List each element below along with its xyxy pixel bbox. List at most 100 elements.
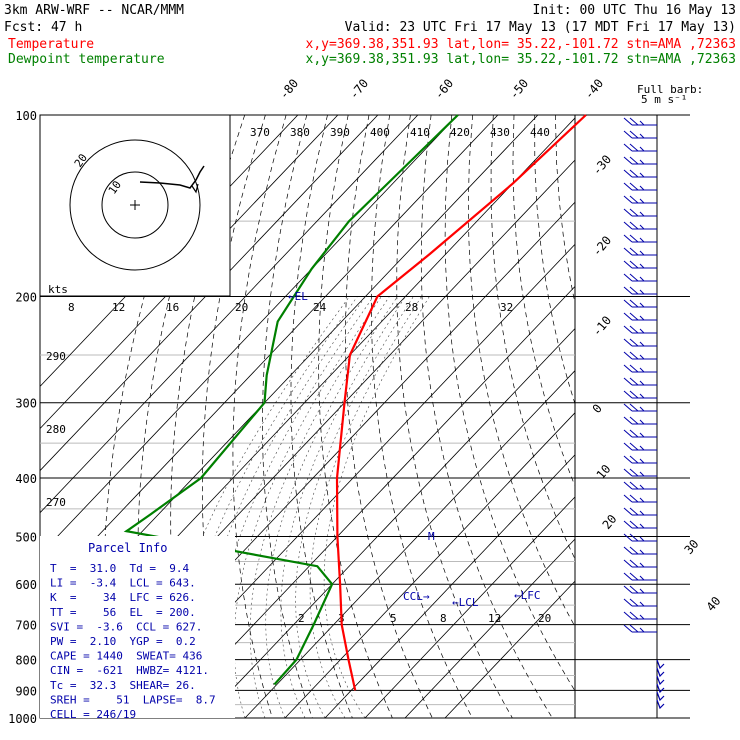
low-level-barb	[656, 699, 665, 710]
pressure-label-600: 600	[15, 578, 37, 592]
mixing-ratio-12: 12	[488, 612, 501, 625]
wind-barb	[623, 351, 657, 360]
pressure-label-1000: 1000	[8, 712, 37, 726]
wind-barb	[623, 234, 657, 243]
temp-tick--50: -50	[507, 76, 532, 102]
wind-barb	[623, 247, 657, 256]
wind-barb	[623, 143, 657, 152]
model-title: 3km ARW-WRF -- NCAR/MMM	[4, 3, 184, 18]
wind-barb	[623, 130, 657, 139]
temp-tick--30: -30	[590, 152, 615, 178]
low-level-barb	[656, 683, 665, 694]
parcel-row: CIN = -621 HWBZ= 4121.	[50, 664, 209, 677]
low-level-barb	[656, 691, 665, 702]
wind-barb	[623, 429, 657, 438]
m-annotation: M	[428, 530, 435, 543]
wind-barb	[623, 221, 657, 230]
hodo-ring-20-label: 20	[72, 151, 90, 169]
wind-barb	[623, 338, 657, 347]
wind-barb	[623, 585, 657, 594]
ccl-annotation: CCL→	[403, 590, 430, 603]
parcel-row: SREH = 51 LAPSE= 8.7	[50, 693, 216, 706]
init-time: Init: 00 UTC Thu 16 May 13	[533, 3, 737, 18]
theta-label-420: 420	[450, 126, 470, 139]
wind-barb	[623, 156, 657, 165]
inset-tick-8: 8	[68, 301, 75, 314]
wind-barb	[623, 546, 657, 555]
hodograph-inset: 20 10	[39, 114, 231, 297]
pressure-label-200: 200	[15, 291, 37, 305]
wind-barb	[623, 325, 657, 334]
dewpoint-legend: Dewpoint temperature	[8, 52, 165, 67]
temp-tick--40: -40	[582, 76, 607, 102]
parcel-info-title: Parcel Info	[88, 541, 167, 555]
barb-note-line2: 5 m s⁻¹	[641, 93, 687, 106]
parcel-row: TT = 56 EL = 200.	[50, 606, 196, 619]
lfc-annotation: ←LFC	[514, 589, 541, 602]
el-annotation: ←EL	[288, 290, 308, 303]
wind-barb	[623, 299, 657, 308]
wind-barb	[623, 494, 657, 503]
inset-tick-24: 24	[313, 301, 327, 314]
wind-barb	[623, 442, 657, 451]
pressure-label-800: 800	[15, 654, 37, 668]
valid-time: Valid: 23 UTC Fri 17 May 13 (17 MDT Fri …	[345, 20, 736, 35]
low-level-barb	[656, 659, 665, 670]
pressure-label-400: 400	[15, 472, 37, 486]
low-level-barb	[656, 667, 665, 678]
wind-barb	[623, 416, 657, 425]
wind-barb	[623, 520, 657, 529]
temp-tick-10: 10	[594, 462, 614, 482]
temperature-legend: Temperature	[8, 37, 94, 52]
parcel-row: K = 34 LFC = 626.	[50, 591, 196, 604]
wind-barb	[623, 533, 657, 542]
temp-tick--10: -10	[590, 313, 615, 339]
wind-barb	[623, 260, 657, 269]
theta-label-410: 410	[410, 126, 430, 139]
parcel-row: CAPE = 1440 SWEAT= 436	[50, 650, 202, 663]
parcel-row: LI = -3.4 LCL = 643.	[50, 577, 196, 590]
wind-barb	[623, 572, 657, 581]
parcel-row: T = 31.0 Td = 9.4	[50, 562, 189, 575]
wind-barb	[623, 611, 657, 620]
parcel-row: Tc = 32.3 SHEAR= 26.	[50, 679, 196, 692]
wind-barb	[623, 507, 657, 516]
parcel-info-box: Parcel Info T = 31.0 Td = 9.4 LI = -3.4 L…	[40, 536, 235, 721]
inset-tick-20: 20	[235, 301, 248, 314]
temp-tick-20: 20	[600, 512, 620, 532]
theta-left-label-290: 290	[46, 350, 66, 363]
wind-barb	[623, 182, 657, 191]
temperature-trace	[335, 114, 587, 691]
wind-barb	[623, 390, 657, 399]
mixing-ratio-axis: 2 3 5 8 12 20	[298, 612, 551, 625]
inset-tick-16: 16	[166, 301, 179, 314]
hodograph-trace	[139, 165, 205, 189]
wind-barb	[623, 195, 657, 204]
theta-left-label-280: 280	[46, 423, 66, 436]
pressure-label-300: 300	[15, 397, 37, 411]
wind-barb	[623, 598, 657, 607]
theta-label-430: 430	[490, 126, 510, 139]
theta-label-380: 380	[290, 126, 310, 139]
wind-barb	[623, 286, 657, 295]
temp-tick--80: -80	[277, 76, 302, 102]
wind-barb	[623, 117, 657, 126]
temp-tick-0: 0	[590, 401, 605, 416]
pressure-label-900: 900	[15, 684, 37, 698]
wind-barbs	[623, 115, 665, 718]
low-level-barb	[656, 675, 665, 686]
kts-label: kts	[48, 283, 68, 296]
wind-barb	[623, 481, 657, 490]
theta-label-400: 400	[370, 126, 390, 139]
wind-barb	[623, 377, 657, 386]
theta-label-390: 390	[330, 126, 350, 139]
temp-tick--70: -70	[347, 76, 372, 102]
lcl-annotation: ←LCL	[452, 596, 479, 609]
parcel-row: PW = 2.10 YGP = 0.2	[50, 635, 196, 648]
barb-note-line1: Full barb:	[637, 83, 703, 96]
pressure-label-500: 500	[15, 530, 37, 544]
temp-tick-30: 30	[682, 537, 702, 557]
wind-barb	[623, 169, 657, 178]
theta-left-label-270: 270	[46, 496, 66, 509]
